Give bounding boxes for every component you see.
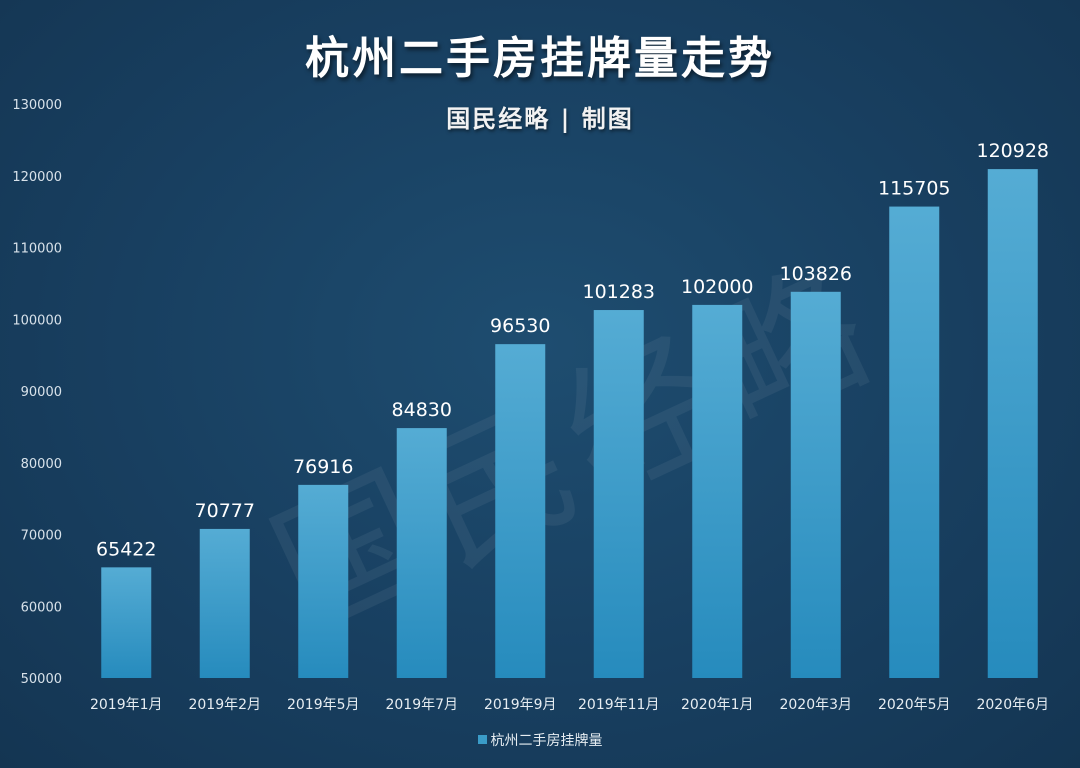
y-tick-label: 70000 bbox=[21, 529, 62, 544]
bar bbox=[987, 169, 1038, 678]
bar bbox=[199, 528, 250, 678]
y-tick-label: 120000 bbox=[12, 170, 62, 185]
data-label: 84830 bbox=[392, 399, 452, 421]
x-axis: 2019年1月 2019年2月 2019年5月 2019年7月 2019年9月 2019年… bbox=[90, 697, 1049, 713]
bar-series: 65422 70777 76916 84830 96530 101283 102000 103… bbox=[96, 140, 1049, 678]
data-label: 103826 bbox=[779, 263, 852, 285]
x-tick-label: 2019年7月 bbox=[385, 697, 458, 713]
legend-label: 杭州二手房挂牌量 bbox=[490, 733, 603, 749]
data-label: 102000 bbox=[681, 276, 754, 298]
x-tick-label: 2019年1月 bbox=[90, 697, 163, 713]
y-tick-label: 80000 bbox=[21, 457, 62, 472]
y-tick-label: 110000 bbox=[12, 242, 62, 257]
legend-swatch bbox=[477, 735, 487, 744]
x-tick-label: 2019年9月 bbox=[484, 697, 557, 713]
x-tick-label: 2020年6月 bbox=[976, 697, 1049, 713]
data-label: 96530 bbox=[490, 315, 550, 337]
bar bbox=[790, 291, 841, 678]
data-label: 101283 bbox=[582, 281, 655, 303]
y-tick-label: 50000 bbox=[21, 672, 62, 687]
bar bbox=[396, 428, 447, 678]
chart-subtitle: 国民经略 | 制图 bbox=[446, 104, 634, 133]
data-label: 120928 bbox=[976, 140, 1049, 162]
bar bbox=[692, 304, 743, 678]
chart-title: 杭州二手房挂牌量走势 bbox=[305, 33, 775, 84]
y-tick-label: 100000 bbox=[12, 313, 62, 328]
x-tick-label: 2020年3月 bbox=[779, 697, 852, 713]
data-label: 115705 bbox=[878, 178, 951, 200]
bar bbox=[889, 206, 940, 678]
y-tick-label: 60000 bbox=[21, 600, 62, 615]
y-axis: 50000 60000 70000 80000 90000 100000 110000 120… bbox=[12, 98, 62, 687]
x-tick-label: 2019年2月 bbox=[188, 697, 261, 713]
bar bbox=[101, 567, 152, 678]
y-tick-label: 130000 bbox=[12, 98, 62, 113]
y-tick-label: 90000 bbox=[21, 385, 62, 400]
bar bbox=[495, 344, 546, 678]
bar bbox=[593, 310, 644, 678]
data-label: 76916 bbox=[293, 456, 353, 478]
x-tick-label: 2019年5月 bbox=[287, 697, 360, 713]
data-label: 65422 bbox=[96, 538, 156, 560]
x-tick-label: 2020年1月 bbox=[681, 697, 754, 713]
data-label: 70777 bbox=[195, 500, 255, 522]
x-tick-label: 2019年11月 bbox=[578, 697, 659, 713]
x-tick-label: 2020年5月 bbox=[878, 697, 951, 713]
legend: 杭州二手房挂牌量 bbox=[0, 730, 1080, 750]
bar bbox=[298, 484, 349, 678]
